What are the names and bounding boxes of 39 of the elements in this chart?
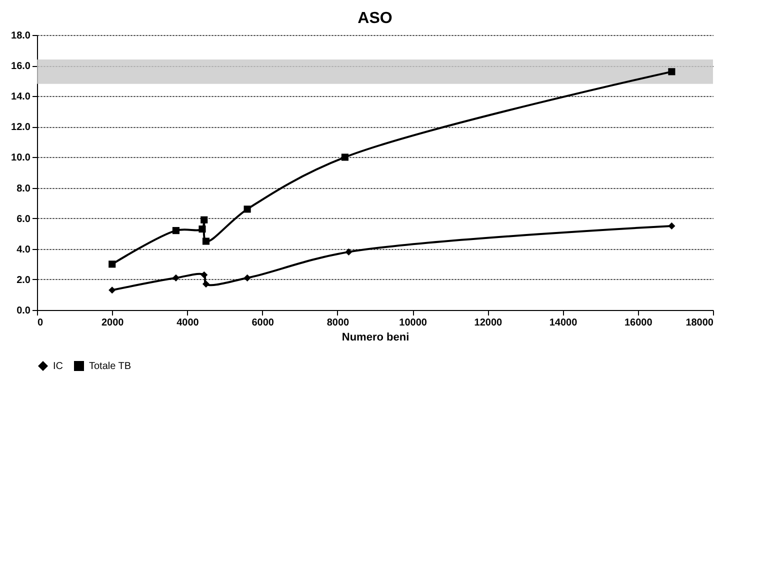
point	[172, 274, 180, 282]
point	[341, 154, 348, 161]
y-tick-label: 18.0	[11, 30, 31, 42]
point	[108, 260, 116, 268]
point	[345, 248, 352, 256]
y-tick-label: 12.0	[11, 122, 31, 134]
y-tick-label: 14.0	[11, 92, 31, 103]
x-tick-label: 10000	[399, 318, 428, 328]
point	[198, 225, 206, 233]
x-tick-label: 4000	[176, 318, 200, 328]
legend-label: IC	[53, 361, 63, 372]
y-tick-label: 10.0	[11, 152, 31, 164]
x-tick-label: 14000	[549, 318, 578, 328]
point	[668, 222, 676, 230]
y-tick-label: 6.0	[16, 214, 31, 225]
point	[668, 68, 676, 76]
x-tick-label: 12000	[474, 318, 503, 328]
y-tick-label: 8.0	[16, 183, 31, 194]
chart-title: ASO	[358, 10, 392, 27]
x-tick-label: 8000	[326, 318, 350, 328]
y-tick-label: 0.0	[16, 306, 31, 316]
y-tick-label: 2.0	[16, 274, 31, 286]
legend-label: Totale TB	[89, 361, 132, 372]
x-tick-label: 16000	[624, 318, 653, 328]
point	[202, 238, 210, 245]
point	[244, 274, 251, 282]
y-tick-label: 4.0	[16, 244, 31, 256]
y-tick-label: 16.0	[11, 61, 31, 72]
x-tick-label: 18000	[686, 318, 714, 328]
point	[172, 227, 180, 234]
point	[200, 216, 208, 224]
x-axis-title: Numero beni	[342, 332, 410, 344]
point	[200, 271, 208, 278]
point	[108, 286, 116, 294]
x-tick-label: 2000	[101, 318, 124, 328]
x-tick-label: 0	[38, 318, 44, 328]
point	[244, 206, 251, 213]
point	[202, 280, 210, 288]
x-tick-label: 6000	[252, 318, 274, 328]
